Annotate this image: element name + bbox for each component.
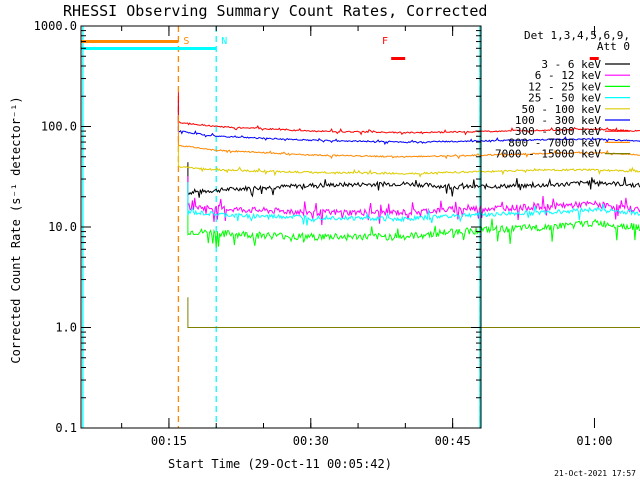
series-line-8 — [187, 297, 640, 328]
y-tick-label: 1.0 — [55, 321, 77, 335]
legend-label: 3 - 6 keV — [541, 58, 601, 71]
legend-label: 300 - 800 keV — [515, 125, 601, 138]
annotation-n: N — [221, 36, 227, 47]
plot-frame — [80, 25, 482, 429]
flare-bar-2 — [589, 57, 599, 60]
legend-label: 100 - 300 keV — [515, 114, 601, 127]
footer-timestamp: 21-Oct-2021 17:57 — [554, 469, 636, 478]
legend-label: 12 - 25 keV — [528, 80, 601, 93]
legend-label: 6 - 12 keV — [535, 69, 602, 82]
flare-bar-1 — [391, 57, 406, 60]
axes: 0.1 1.0 10.0 100.0 1000.0 00:15 00:30 00:45 01:0… — [34, 19, 613, 448]
series-line-0 — [187, 162, 640, 198]
series-line-1 — [187, 176, 640, 226]
y-tick-label: 100.0 — [41, 120, 77, 134]
x-axis-label: Start Time (29-Oct-11 00:05:42) — [168, 457, 392, 471]
legend-header-line2: Att 0 — [597, 40, 630, 53]
chart-title: RHESSI Observing Summary Count Rates, Co… — [63, 2, 487, 20]
x-tick-label: 00:15 — [151, 434, 187, 448]
legend-label: 800 - 7000 keV — [508, 136, 601, 149]
series-line-6 — [177, 92, 640, 136]
annotation-s: S — [183, 36, 189, 47]
series-line-2 — [187, 201, 640, 248]
series-line-5 — [177, 100, 640, 146]
legend-header-line1: Det 1,3,4,5,6,9, — [524, 29, 630, 42]
legend-label: 25 - 50 keV — [528, 92, 601, 105]
series-line-4 — [177, 136, 640, 178]
y-tick-label: 10.0 — [48, 220, 77, 234]
x-tick-label: 00:30 — [293, 434, 329, 448]
series-line-3 — [187, 182, 640, 226]
legend-label: 50 - 100 keV — [522, 103, 602, 116]
legend-label: 7000 - 15000 keV — [495, 148, 601, 161]
y-tick-label: 1000.0 — [34, 19, 77, 33]
night-bar — [81, 47, 217, 50]
series-line-7 — [177, 115, 640, 160]
saa-bar — [81, 40, 179, 43]
x-tick-label: 01:00 — [576, 434, 612, 448]
y-axis-label: Corrected Count Rate (s⁻¹ detector⁻¹) — [9, 96, 23, 363]
annotation-f: F — [382, 36, 388, 47]
y-tick-label: 0.1 — [55, 421, 77, 435]
x-tick-label: 00:45 — [435, 434, 471, 448]
